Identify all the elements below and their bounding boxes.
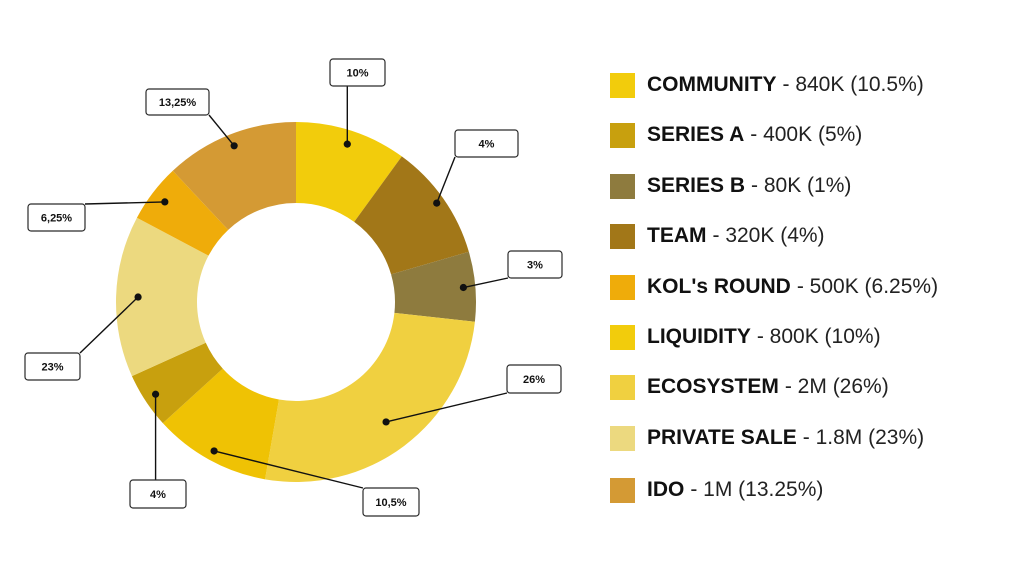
legend-value: - 1.8M (23%) (802, 426, 925, 449)
legend-value: - 800K (10%) (756, 325, 881, 348)
leader-line-4 (385, 392, 508, 423)
callout-label-6: 4% (150, 489, 166, 501)
callout-box-1 (329, 58, 386, 87)
legend-value: - 320K (4%) (712, 224, 825, 247)
legend-swatch (610, 425, 635, 451)
leader-line-5 (213, 450, 364, 489)
callout-label-9: 13,25% (159, 97, 197, 109)
legend-item-1: COMMUNITY - 840K (10.5%) (610, 72, 924, 98)
donut-slice-7 (116, 217, 209, 377)
legend-name: ECOSYSTEM (647, 375, 779, 398)
callout-label-7: 23% (41, 362, 63, 374)
legend-name: SERIES B (647, 174, 746, 197)
donut-slice-6 (131, 342, 223, 424)
leader-dot-3 (459, 283, 467, 292)
callout-label-2: 4% (479, 139, 495, 151)
leader-line-9 (208, 114, 235, 147)
leader-dot-4 (382, 418, 390, 426)
leader-dot-6 (151, 390, 160, 398)
legend-swatch (610, 173, 635, 199)
callout-box-8 (27, 203, 86, 232)
callout-box-5 (362, 487, 420, 517)
legend-swatch (610, 374, 635, 400)
legend-swatch (610, 477, 635, 503)
leader-line-2 (436, 156, 456, 204)
legend-value: - 400K (5%) (750, 123, 863, 146)
legend-item-4: TEAM - 320K (4%) (610, 223, 825, 249)
leader-dot-8 (161, 198, 169, 206)
legend-swatch (610, 223, 635, 249)
callout-box-7 (24, 352, 81, 381)
callout-box-9 (145, 88, 210, 116)
donut-chart: 10% 4% 3% 26% 10,5% 4% 23% 6,25% 13,25% (24, 58, 563, 517)
legend-item-2: SERIES A- 400K (5%) (610, 122, 862, 148)
legend-swatch (610, 324, 635, 350)
legend-name: LIQUIDITY (647, 325, 751, 348)
legend-item-9: IDO - 1M (13.25%) (610, 477, 823, 503)
legend-value: - 500K (6.25%) (796, 275, 939, 298)
donut-slice-1 (296, 122, 402, 222)
callout-label-8: 6,25% (41, 213, 72, 225)
legend-value: - 840K (10.5%) (782, 73, 924, 96)
leader-line-3 (463, 277, 509, 289)
callout-box-4 (506, 364, 562, 394)
legend-swatch (610, 122, 635, 148)
callout-box-6 (129, 479, 187, 509)
leader-dot-9 (230, 142, 238, 150)
leader-dot-7 (134, 293, 142, 301)
legend-swatch (610, 72, 635, 98)
legend-name: SERIES A (647, 123, 745, 146)
callout-box-2 (454, 129, 519, 158)
legend-value: - 80K (1%) (751, 174, 852, 197)
leader-dot-2 (433, 199, 441, 207)
leader-line-7 (79, 296, 139, 354)
callout-box-3 (507, 250, 563, 279)
legend-value: - 1M (13.25%) (690, 478, 824, 501)
donut-slice-4 (265, 312, 475, 482)
donut-slice-9 (172, 122, 296, 230)
callout-label-3: 3% (527, 260, 543, 272)
legend-name: PRIVATE SALE (647, 426, 797, 449)
donut-slice-2 (354, 156, 469, 275)
callout-label-1: 10% (346, 68, 368, 80)
legend-name: COMMUNITY (647, 73, 777, 96)
legend-item-7: ECOSYSTEM - 2M (26%) (610, 374, 889, 400)
leader-dot-5 (210, 447, 218, 455)
legend-name: TEAM (647, 224, 707, 247)
donut-slice-5 (162, 368, 279, 480)
legend-item-5: KOL's ROUND - 500K (6.25%) (610, 274, 938, 300)
donut-slice-8 (136, 170, 229, 256)
legend-swatch (610, 274, 635, 300)
callout-label-5: 10,5% (375, 497, 406, 509)
legend-name: KOL's ROUND (647, 275, 791, 298)
leader-line-8 (84, 201, 165, 205)
legend-item-3: SERIES B- 80K (1%) (610, 173, 851, 199)
leader-dot-1 (343, 140, 351, 148)
callout-label-4: 26% (523, 374, 545, 386)
legend-value: - 2M (26%) (784, 375, 889, 398)
legend-item-8: PRIVATE SALE - 1.8M (23%) (610, 425, 924, 451)
donut-slice-3 (391, 251, 476, 322)
legend-name: IDO (647, 478, 685, 501)
legend-item-6: LIQUIDITY - 800K (10%) (610, 324, 881, 350)
